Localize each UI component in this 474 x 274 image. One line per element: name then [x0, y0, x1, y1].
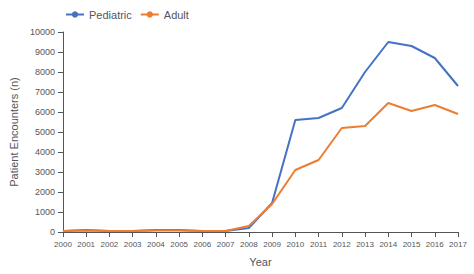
svg-text:2015: 2015 — [403, 240, 421, 249]
svg-text:2005: 2005 — [170, 240, 188, 249]
svg-text:6000: 6000 — [35, 107, 55, 117]
svg-text:2008: 2008 — [240, 240, 258, 249]
svg-text:2009: 2009 — [263, 240, 281, 249]
svg-text:10000: 10000 — [30, 27, 55, 37]
svg-text:2010: 2010 — [286, 240, 304, 249]
svg-text:2004: 2004 — [147, 240, 165, 249]
svg-text:2012: 2012 — [333, 240, 351, 249]
svg-text:Patient Encounters (n): Patient Encounters (n) — [8, 77, 20, 186]
svg-text:4000: 4000 — [35, 147, 55, 157]
svg-text:3000: 3000 — [35, 167, 55, 177]
svg-text:2006: 2006 — [193, 240, 211, 249]
svg-text:Pediatric: Pediatric — [89, 9, 132, 21]
svg-text:0: 0 — [50, 227, 55, 237]
svg-text:2000: 2000 — [54, 240, 72, 249]
svg-text:1000: 1000 — [35, 207, 55, 217]
svg-text:9000: 9000 — [35, 47, 55, 57]
svg-text:Year: Year — [249, 256, 272, 268]
svg-text:2016: 2016 — [426, 240, 444, 249]
svg-text:Adult: Adult — [164, 9, 189, 21]
svg-text:2014: 2014 — [379, 240, 397, 249]
svg-text:2017: 2017 — [449, 240, 467, 249]
svg-text:2011: 2011 — [310, 240, 328, 249]
svg-text:2002: 2002 — [101, 240, 119, 249]
svg-text:2013: 2013 — [356, 240, 374, 249]
svg-text:2001: 2001 — [77, 240, 95, 249]
svg-text:7000: 7000 — [35, 87, 55, 97]
svg-text:2003: 2003 — [124, 240, 142, 249]
svg-text:8000: 8000 — [35, 67, 55, 77]
svg-text:2000: 2000 — [35, 187, 55, 197]
svg-text:5000: 5000 — [35, 127, 55, 137]
svg-text:2007: 2007 — [217, 240, 235, 249]
